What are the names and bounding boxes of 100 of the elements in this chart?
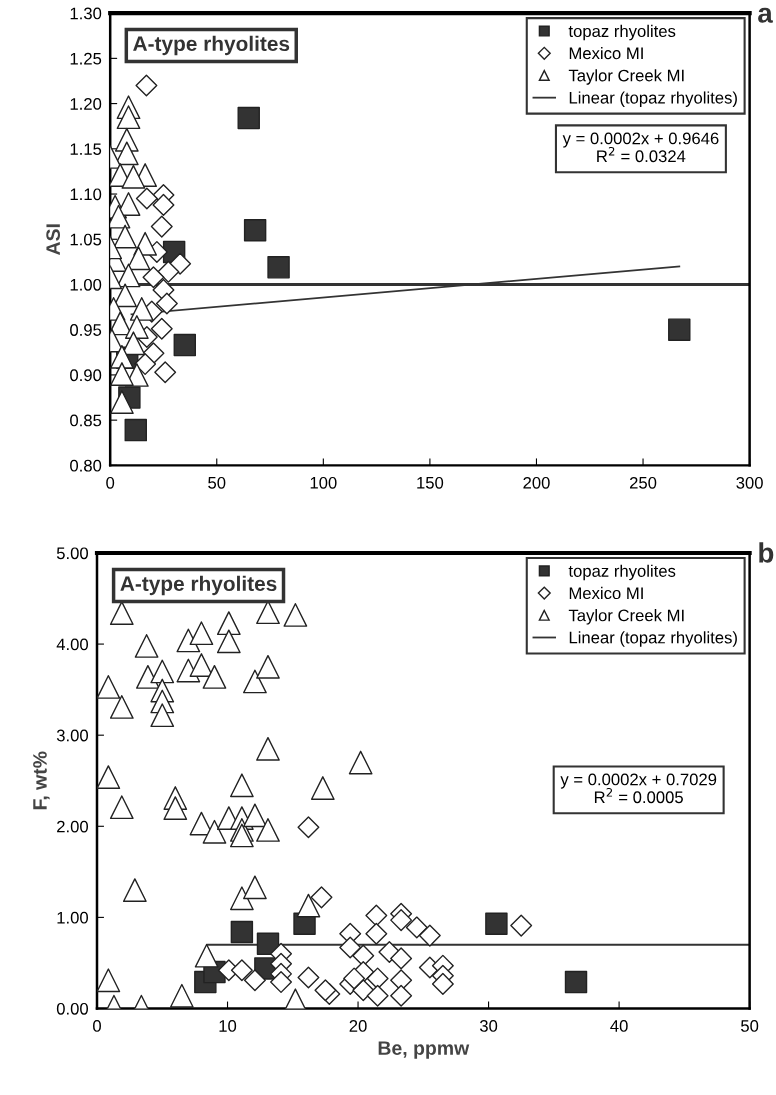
- point: [154, 361, 177, 384]
- point: [431, 972, 454, 995]
- point: [365, 904, 388, 927]
- point: [110, 362, 134, 386]
- y-tick-label: 3.00: [56, 729, 89, 742]
- point: [135, 74, 158, 97]
- legend-label: Mexico MI: [569, 586, 643, 600]
- x-tick-label: 0: [93, 1020, 101, 1032]
- x-tick-label: 50: [208, 476, 226, 489]
- point: [339, 936, 362, 959]
- x-tick-label: 150: [417, 476, 444, 489]
- point: [405, 916, 428, 939]
- point: [142, 266, 165, 289]
- point: [110, 390, 134, 414]
- point: [668, 318, 691, 341]
- x-tick-label: 30: [479, 1020, 498, 1032]
- x-tick-label: 50: [741, 1020, 759, 1032]
- y-tick-label: 1.00: [70, 278, 102, 291]
- point: [169, 252, 192, 275]
- x-tick-label: 20: [349, 1020, 367, 1032]
- point: [564, 970, 588, 994]
- y-tick-label: 2.00: [57, 820, 89, 833]
- point: [365, 922, 388, 945]
- legend-label: Linear (topaz rhyolites): [569, 631, 737, 647]
- point: [390, 909, 413, 932]
- y-tick-label: 0.85: [70, 414, 102, 427]
- point: [348, 750, 373, 775]
- annotation: y = 0.0002x + 0.9646 R$^{2}$ = 0.0324: [562, 132, 719, 163]
- legend-label: Mexico MI: [569, 47, 643, 60]
- point: [135, 187, 158, 210]
- annotation: A-type rhyolites: [120, 575, 277, 596]
- point: [202, 819, 227, 844]
- point: [109, 695, 134, 719]
- point: [150, 317, 173, 340]
- point: [229, 773, 254, 798]
- x-tick-label: 200: [523, 476, 550, 489]
- point: [243, 969, 266, 992]
- legend-label: topaz rhyolites: [568, 564, 676, 581]
- point: [310, 776, 335, 800]
- point: [229, 823, 254, 848]
- legend-label: topaz rhyolites: [568, 24, 676, 41]
- annotation: A-type rhyolites: [133, 35, 290, 56]
- x-tick-label: 40: [610, 1020, 628, 1032]
- point: [296, 893, 321, 918]
- point: [173, 333, 197, 357]
- point: [121, 164, 146, 189]
- point: [270, 971, 293, 994]
- point: [229, 886, 254, 911]
- point: [129, 297, 154, 321]
- point: [418, 924, 441, 947]
- point: [124, 418, 147, 442]
- point: [366, 984, 389, 1007]
- point: [256, 654, 280, 679]
- point: [243, 669, 267, 694]
- point: [485, 912, 508, 935]
- point: [152, 193, 175, 216]
- y-tick-label: 0.95: [70, 324, 102, 336]
- point: [150, 659, 175, 684]
- legend-label: Taylor Creek MI: [568, 69, 684, 85]
- point: [97, 675, 121, 699]
- point: [157, 260, 180, 283]
- point: [109, 601, 134, 625]
- point: [202, 664, 227, 689]
- y-tick-label: 4.00: [56, 638, 89, 651]
- point: [343, 967, 366, 990]
- y-tick-label: 5.00: [56, 547, 89, 560]
- point: [230, 959, 253, 982]
- y-tick-label: 1.30: [70, 7, 102, 20]
- point: [267, 256, 290, 279]
- x-axis-title: Be, ppmw: [378, 1041, 470, 1059]
- point: [256, 818, 280, 842]
- point: [113, 224, 138, 249]
- text: b: [759, 542, 774, 563]
- x-tick-label: 100: [310, 476, 337, 489]
- point: [189, 621, 214, 646]
- y-axis-title: ASI: [46, 224, 61, 255]
- point: [155, 292, 178, 315]
- point: [237, 106, 260, 130]
- point: [122, 878, 147, 902]
- point: [194, 943, 219, 968]
- legend-label: Linear (topaz rhyolites): [569, 91, 737, 107]
- point: [97, 968, 121, 993]
- y-tick-label: 1.25: [70, 52, 102, 65]
- x-tick-label: 10: [219, 1020, 237, 1032]
- point: [256, 736, 280, 761]
- point: [243, 875, 267, 900]
- text: a: [758, 7, 773, 23]
- point: [113, 283, 138, 308]
- point: [121, 331, 146, 356]
- point: [126, 246, 151, 271]
- point: [169, 983, 194, 1008]
- x-tick-label: 250: [629, 476, 657, 489]
- point: [510, 914, 533, 937]
- point: [390, 947, 413, 970]
- x-tick-label: 0: [106, 476, 115, 489]
- point: [390, 984, 413, 1007]
- y-tick-label: 1.15: [70, 143, 102, 156]
- legend-label: Taylor Creek MI: [568, 609, 684, 625]
- y-axis-title: F, wt%: [33, 751, 50, 810]
- point: [150, 703, 175, 728]
